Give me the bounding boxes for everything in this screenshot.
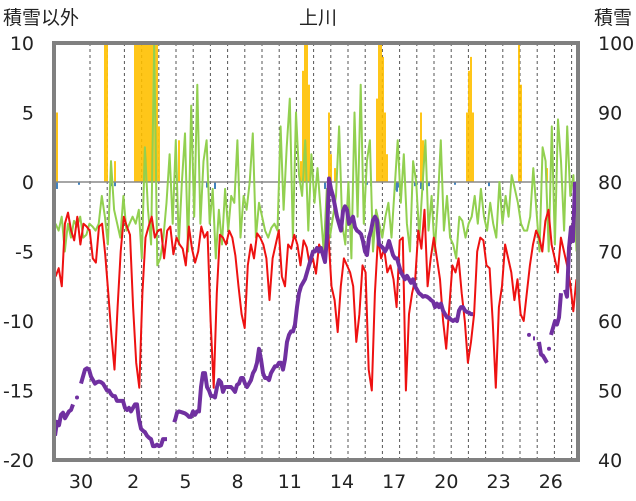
plot-frame [52, 41, 580, 462]
right-y-tick-label: 60 [598, 311, 622, 333]
snowfall-bar [466, 112, 468, 182]
snowfall-bar [470, 56, 472, 182]
snowfall-bar [376, 98, 378, 182]
snowfall-bar [380, 43, 382, 182]
precip-bar [324, 182, 326, 189]
snowfall-bar [378, 43, 380, 182]
left-y-tick-label: -10 [3, 311, 34, 333]
snowfall-bar [306, 43, 308, 182]
left-y-tick-label: 5 [22, 103, 34, 125]
left-y-tick-label: 0 [22, 172, 34, 194]
snowfall-bar [134, 43, 136, 182]
precip-bar [366, 182, 368, 185]
precip-bar [56, 182, 58, 189]
left-y-tick-label: -5 [15, 242, 34, 264]
snow-depth-point [75, 395, 79, 400]
snowfall-bar [384, 112, 386, 182]
precip-bar [428, 182, 430, 187]
right-axis-label: 積雪 [594, 7, 632, 29]
right-y-tick-label: 50 [598, 381, 622, 403]
snow-depth-line [549, 293, 563, 336]
x-tick-label: 11 [278, 471, 302, 493]
right-y-tick-label: 40 [598, 450, 622, 472]
snow-depth-line [53, 403, 75, 436]
temperature-line [54, 208, 578, 392]
snowfall-bar [146, 43, 148, 182]
snowfall-bar [520, 84, 522, 182]
x-tick-label: 20 [434, 471, 458, 493]
precip-bar [414, 182, 416, 187]
right-y-tick-label: 90 [598, 103, 622, 125]
snowfall-bar [330, 154, 332, 182]
wind-line [54, 42, 578, 267]
x-tick-label: 5 [179, 471, 191, 493]
x-tick-label: 30 [69, 471, 93, 493]
right-y-tick-label: 70 [598, 242, 622, 264]
snow-depth-point [527, 332, 531, 337]
snowfall-bar [308, 84, 310, 182]
snowfall-bar [142, 43, 144, 182]
precip-bars [54, 182, 490, 192]
snowfall-bar [472, 112, 474, 182]
snowfall-bar [178, 140, 180, 182]
snowfall-bar [422, 140, 424, 182]
precip-bar [454, 182, 456, 185]
precip-bar [214, 182, 216, 189]
snowfall-bar [382, 56, 384, 182]
snowfall-bar [106, 43, 108, 182]
right-y-ticks: 100 90 80 70 60 50 40 [598, 33, 634, 472]
snow-depth-line [537, 341, 549, 364]
x-tick-label: 23 [487, 471, 511, 493]
snowfall-bar [148, 43, 150, 182]
left-axis-label: 積雪以外 [3, 7, 79, 29]
snowfall-bar [334, 168, 336, 182]
snowfall-bar [302, 70, 304, 182]
snowfall-bar [144, 43, 146, 182]
snowfall-bar [138, 43, 140, 182]
precip-bar [420, 182, 422, 189]
snowfall-bar [304, 43, 306, 182]
snow-depth-line [563, 181, 577, 299]
snowfall-bar [518, 43, 520, 182]
snowfall-bar [140, 43, 142, 182]
left-y-ticks: 10 5 0 -5 -10 -15 -20 [3, 33, 34, 472]
snowfall-bar [300, 161, 302, 182]
snowfall-bars [56, 43, 548, 182]
snowfall-bar [328, 112, 330, 182]
precip-bar [78, 182, 80, 185]
snow-depth-line [172, 176, 473, 423]
snowfall-bar [114, 161, 116, 182]
snowfall-bar [156, 43, 158, 182]
x-tick-label: 14 [330, 471, 354, 493]
right-y-tick-label: 80 [598, 172, 622, 194]
snowfall-bar [420, 112, 422, 182]
x-tick-label: 2 [127, 471, 139, 493]
x-ticks: 30 2 5 8 11 14 17 20 23 26 [69, 471, 563, 493]
snowfall-bar [386, 154, 388, 182]
series-lines [53, 42, 578, 449]
snow-depth-line [79, 366, 167, 449]
x-tick-label: 26 [539, 471, 563, 493]
left-y-tick-label: -20 [3, 450, 34, 472]
snow-depth-point [547, 346, 551, 351]
left-y-tick-label: -15 [3, 381, 34, 403]
snowfall-bar [468, 70, 470, 182]
left-y-tick-label: 10 [10, 33, 34, 55]
snowfall-bar [150, 43, 152, 182]
snowfall-bar [56, 112, 58, 182]
snowfall-bar [104, 43, 106, 182]
x-tick-label: 17 [382, 471, 406, 493]
x-tick-label: 8 [232, 471, 244, 493]
precip-bar [206, 182, 208, 188]
precip-bar [488, 182, 490, 187]
chart-title: 上川 [299, 7, 337, 29]
precip-bar [114, 182, 116, 187]
precip-bar [396, 182, 398, 192]
right-y-tick-label: 100 [598, 33, 634, 55]
snowfall-bar [136, 43, 138, 182]
snowfall-bar [158, 126, 160, 182]
